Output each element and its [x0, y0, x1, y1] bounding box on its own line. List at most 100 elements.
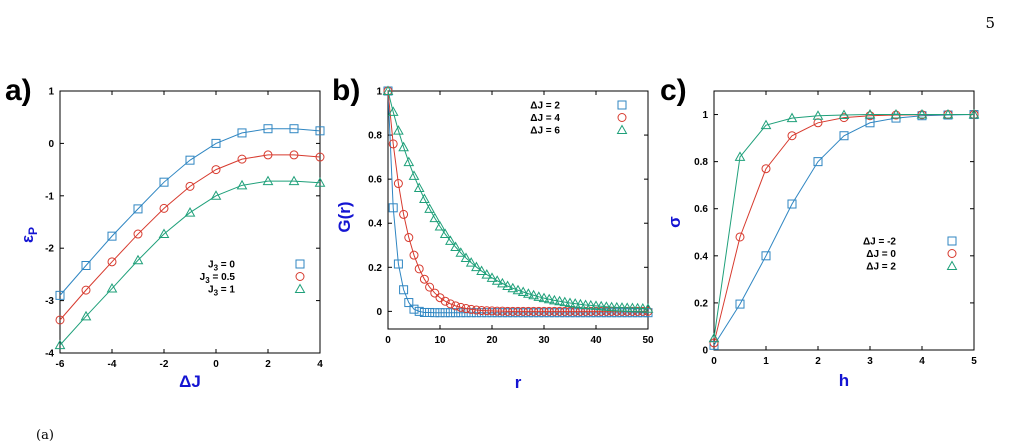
- data-point: [419, 193, 430, 203]
- data-point: [106, 283, 118, 293]
- data-point: [601, 301, 612, 311]
- data-point: [477, 305, 487, 315]
- panel-label: c): [660, 74, 687, 107]
- x-tick-label: 4: [919, 356, 925, 367]
- panel-label: a): [5, 74, 32, 107]
- data-point: [543, 293, 555, 304]
- data-point: [523, 306, 533, 316]
- data-point: [159, 177, 169, 187]
- data-point: [942, 109, 954, 119]
- plot-frame: [387, 90, 649, 330]
- y-tick-label: 0.6: [368, 175, 382, 186]
- data-point: [865, 118, 875, 128]
- y-tick-label: 0.2: [368, 263, 382, 274]
- data-point: [434, 221, 446, 231]
- data-point: [642, 303, 654, 313]
- data-point: [503, 306, 513, 316]
- data-point: [211, 165, 221, 175]
- data-point: [425, 307, 435, 317]
- data-point: [185, 181, 195, 191]
- series-2: [383, 86, 653, 316]
- data-point: [968, 109, 980, 119]
- series-2: [709, 110, 979, 348]
- data-point: [916, 109, 928, 119]
- data-point: [555, 306, 565, 316]
- data-point: [544, 306, 554, 316]
- y-tick-label: 0.2: [694, 298, 708, 309]
- data-point: [569, 298, 581, 308]
- data-point: [865, 111, 875, 121]
- data-point: [466, 304, 476, 314]
- data-point: [404, 298, 414, 308]
- y-tick-label: 0.4: [368, 219, 382, 230]
- chart-panel-2: 0 10 20 30 40 50 0 0.2 0.4 0.6 0.8 1 ΔJ = 2ΔJ = 4 ΔJ …: [332, 74, 654, 392]
- data-point: [315, 152, 325, 162]
- data-point: [812, 110, 824, 120]
- series-line: [387, 90, 648, 314]
- x-tick-label: -6: [56, 359, 65, 370]
- data-point: [289, 150, 299, 160]
- data-point: [471, 261, 482, 272]
- data-point: [211, 138, 221, 148]
- data-point: [596, 306, 606, 316]
- x-tick-label: 20: [486, 335, 498, 346]
- data-point: [529, 306, 539, 316]
- data-point: [399, 209, 409, 219]
- data-point: [440, 308, 450, 318]
- data-point: [393, 125, 404, 135]
- y-tick-label: 0: [702, 346, 708, 357]
- data-point: [735, 299, 745, 309]
- data-point: [517, 286, 529, 296]
- series-line: [713, 114, 974, 339]
- data-point: [559, 296, 571, 307]
- x-tick-label: 5: [971, 356, 977, 367]
- y-tick-label: -2: [45, 244, 54, 255]
- data-point: [445, 308, 455, 318]
- x-tick-label: -2: [160, 359, 169, 370]
- data-point: [262, 175, 274, 186]
- data-point: [523, 288, 534, 298]
- data-point: [133, 204, 143, 214]
- legend-label: ΔJ = -2: [863, 237, 896, 248]
- data-point: [606, 301, 617, 312]
- data-point: [590, 300, 602, 310]
- data-point: [580, 299, 591, 309]
- data-point: [864, 109, 876, 119]
- x-tick-label: 10: [434, 335, 446, 346]
- legend-label: J3 = 1: [208, 285, 235, 298]
- series-line: [713, 114, 974, 344]
- data-point: [237, 128, 247, 138]
- data-point: [549, 294, 560, 305]
- data-point: [508, 306, 518, 316]
- data-point: [787, 199, 797, 209]
- data-point: [512, 284, 524, 295]
- series-line: [59, 128, 321, 296]
- data-point: [184, 207, 196, 217]
- data-point: [419, 307, 429, 317]
- x-tick-label: 40: [590, 335, 602, 346]
- data-point: [507, 282, 519, 293]
- data-point: [482, 306, 492, 316]
- data-point: [263, 124, 273, 134]
- data-point: [435, 308, 445, 318]
- plot-frame: [713, 90, 975, 351]
- x-tick-label: 0: [385, 335, 391, 346]
- data-point: [761, 251, 771, 261]
- series-3: [54, 175, 326, 350]
- data-point: [565, 306, 575, 316]
- legend-label: ΔJ = 6: [530, 126, 560, 137]
- data-point: [158, 228, 170, 239]
- y-axis-label: εP: [18, 227, 40, 243]
- plot-frame: [59, 90, 321, 354]
- data-point: [787, 131, 797, 141]
- data-point: [534, 306, 544, 316]
- x-tick-label: 30: [538, 335, 550, 346]
- data-point: [55, 315, 65, 325]
- data-point: [481, 269, 493, 279]
- data-point: [838, 109, 850, 120]
- data-point: [159, 203, 169, 213]
- x-tick-label: 4: [317, 359, 323, 370]
- data-point: [387, 106, 399, 116]
